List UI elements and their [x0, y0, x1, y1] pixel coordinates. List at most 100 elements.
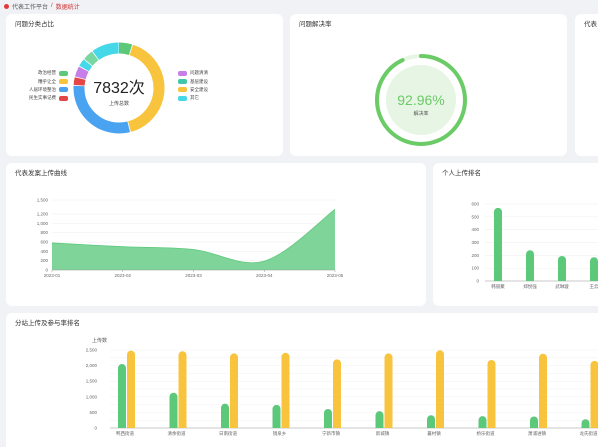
legend-label: 问题清清: [190, 70, 208, 76]
legend-swatch: [59, 87, 68, 93]
station-bar-base: [127, 424, 135, 428]
legend-label: 政治经营: [38, 70, 56, 76]
station-bar-base: [427, 424, 435, 428]
gauge-arc: [375, 54, 467, 146]
station-bar-upload[interactable]: [375, 411, 384, 428]
station-y-tick: 2,500: [86, 348, 98, 353]
station-bar-upload[interactable]: [118, 364, 126, 428]
donut-center-value: 7832次: [93, 79, 145, 97]
station-bar-base: [478, 424, 487, 428]
legend-swatch: [59, 79, 68, 85]
station-bar-participation[interactable]: [230, 353, 238, 428]
station-bar-base: [530, 424, 538, 428]
breadcrumb-separator: /: [51, 3, 53, 9]
legend-item[interactable]: 基层建设: [178, 77, 238, 85]
category-donut-chart: 7832次 上传总数: [73, 42, 165, 134]
station-card-title: 分站上传及参与率排名: [15, 320, 80, 327]
trend-area: [52, 209, 335, 270]
legend-label: 人居环境整治: [29, 86, 56, 92]
station-bar-base: [375, 424, 384, 428]
station-bar-participation[interactable]: [178, 351, 187, 428]
rank-y-tick: 0: [476, 279, 479, 284]
legend-item[interactable]: 安全建设: [178, 86, 238, 94]
rank-y-tick: 300: [471, 240, 479, 245]
donut-center-label: 上传总数: [109, 100, 129, 107]
donut-slice[interactable]: [73, 42, 165, 134]
gauge-inner-fill: [386, 65, 456, 135]
station-bar-participation[interactable]: [590, 360, 598, 428]
legend-swatch: [59, 70, 68, 76]
trend-card-title: 代表发案上传曲线: [15, 170, 67, 177]
station-bar-base: [272, 424, 281, 428]
legend-item[interactable]: 糟乎让全: [10, 77, 68, 85]
station-bar-base: [281, 424, 290, 428]
station-bar-participation[interactable]: [436, 350, 444, 428]
resolve-value: 92.96%: [397, 92, 444, 108]
breadcrumb-root[interactable]: 代表工作平台: [12, 4, 49, 11]
station-bar-base: [590, 424, 598, 428]
rank-bar-chart: 0 100 200 300 400 500 600 韩丽聚 郑悦强 武琳璇 王云: [471, 202, 598, 290]
legend-item[interactable]: 人居环境整治: [10, 86, 68, 94]
rank-bar[interactable]: [590, 257, 598, 281]
trend-y-tick: 800: [40, 230, 48, 235]
station-x-tick: 鸭西街道: [116, 430, 134, 437]
rank-bar[interactable]: [558, 255, 566, 281]
station-x-tick: 清余街道: [168, 430, 186, 437]
rank-x-tick: 郑悦强: [523, 283, 537, 290]
station-bar-participation[interactable]: [333, 359, 341, 428]
station-bar-participation[interactable]: [539, 353, 547, 428]
trend-x-tick: 2023-05: [327, 273, 344, 278]
station-bar-base: [118, 424, 126, 428]
trend-y-tick: 200: [40, 258, 48, 263]
trend-y-tick: 1,000: [37, 221, 49, 226]
legend-swatch: [178, 79, 187, 85]
station-bar-base: [539, 424, 547, 428]
station-bar-upload[interactable]: [221, 403, 229, 428]
trend-x-tick: 2023-01: [44, 273, 61, 278]
donut-slice[interactable]: [73, 42, 165, 134]
station-bar-participation[interactable]: [281, 352, 290, 428]
station-bar-base: [384, 424, 393, 428]
rank-bar[interactable]: [494, 207, 502, 281]
station-bar-upload[interactable]: [169, 392, 178, 428]
station-bar-base: [230, 424, 238, 428]
station-bar-base: [436, 424, 444, 428]
station-bar-base: [333, 424, 341, 428]
resolve-label: 解决率: [413, 110, 428, 117]
trend-y-tick: 0: [45, 268, 48, 273]
legend-item[interactable]: 民生实事记费: [10, 94, 68, 102]
category-legend-right: 问题清清基层建设安全建设 其它: [178, 69, 238, 103]
legend-label: 其它: [190, 95, 199, 101]
legend-label: 基层建设: [190, 78, 208, 84]
station-bar-participation[interactable]: [127, 350, 135, 428]
rank-y-tick: 600: [471, 202, 479, 207]
donut-slice[interactable]: [73, 42, 165, 134]
category-card-title: 问题分类占比: [15, 21, 54, 28]
legend-swatch: [178, 87, 187, 93]
station-x-tick: 宁新市镇: [322, 430, 340, 437]
trend-x-tick: 2023-04: [256, 273, 273, 278]
station-x-tick: 萧浦进镇: [528, 430, 546, 437]
station-x-tick: 龙氏街道: [580, 430, 598, 437]
station-bar-upload[interactable]: [272, 404, 281, 428]
breadcrumb-current: 数据统计: [55, 4, 80, 11]
legend-item[interactable]: 问题清清: [178, 69, 238, 77]
resolve-card-title: 问题解决率: [299, 21, 332, 28]
legend-item[interactable]: 其它: [178, 94, 238, 102]
third-card-title: 代表: [584, 21, 597, 28]
station-bar-participation[interactable]: [384, 353, 393, 428]
rank-bar[interactable]: [526, 250, 534, 281]
trend-y-tick: 1,200: [37, 212, 49, 217]
trend-x-tick: 2023-02: [114, 273, 131, 278]
legend-item[interactable]: 政治经营: [10, 69, 68, 77]
station-bar-upload[interactable]: [324, 408, 332, 428]
legend-swatch: [178, 70, 187, 76]
legend-swatch: [178, 95, 187, 101]
station-x-tick: 日南街道: [219, 430, 237, 437]
rank-bar-base: [494, 277, 502, 281]
station-bar-participation[interactable]: [487, 359, 496, 428]
trend-y-tick: 1,500: [37, 198, 49, 203]
rank-y-tick: 500: [471, 214, 479, 219]
station-unit-label: 上传数: [92, 337, 107, 344]
station-y-tick: 1,500: [86, 379, 98, 384]
